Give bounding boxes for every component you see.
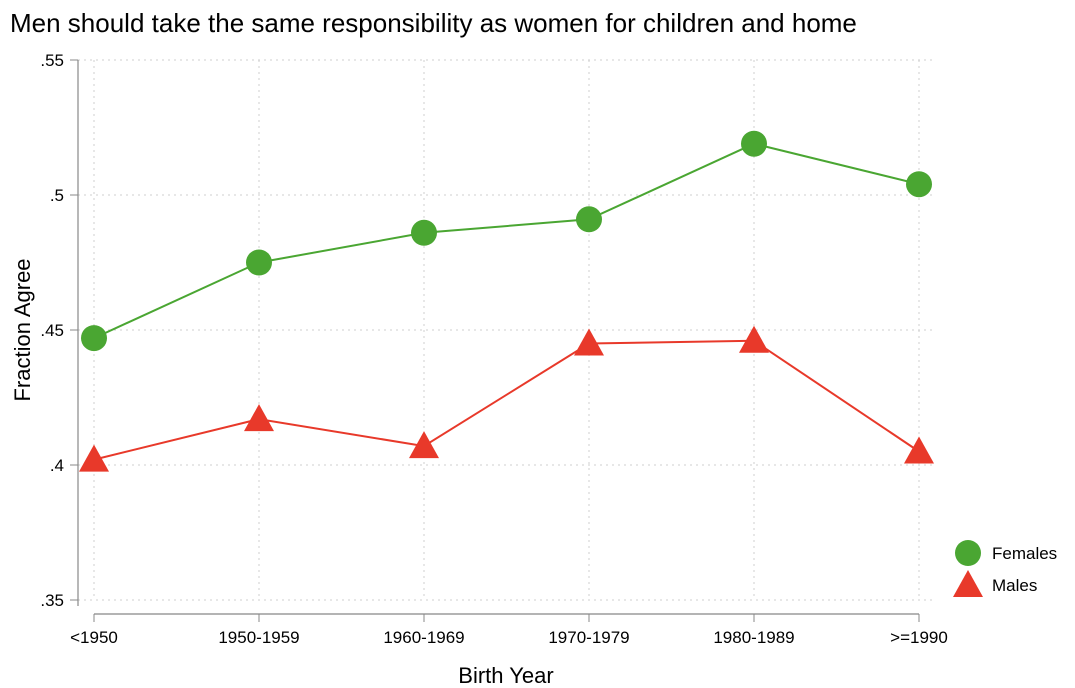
legend-marker-females (955, 540, 981, 566)
x-tick-label: 1960-1969 (383, 628, 464, 647)
x-axis-ticks: <1950 1950-1959 1960-1969 1970-1979 1980-198… (70, 614, 948, 647)
legend: Females Males (953, 540, 1057, 597)
x-tick-label: <1950 (70, 628, 118, 647)
data-point-females (576, 206, 602, 233)
data-point-females (906, 171, 932, 198)
grid (78, 59, 935, 601)
y-tick-label: .55 (40, 51, 64, 70)
data-point-females (741, 130, 767, 157)
x-axis-title: Birth Year (458, 663, 553, 688)
x-tick-label: 1980-1989 (713, 628, 794, 647)
data-point-males (574, 328, 604, 356)
data-point-males (739, 325, 769, 353)
legend-marker-males (953, 570, 983, 597)
chart-title: Men should take the same responsibility … (10, 8, 857, 38)
data-point-females (246, 249, 272, 276)
data-point-males (79, 444, 109, 472)
series-line-females (93, 142, 920, 340)
y-tick-label: .45 (40, 321, 64, 340)
y-axis-title: Fraction Agree (10, 258, 35, 401)
y-tick-label: .4 (50, 456, 64, 475)
series-layer (79, 130, 934, 472)
data-point-males (409, 431, 439, 459)
series-males (79, 325, 934, 472)
x-tick-label: >=1990 (890, 628, 948, 647)
axes (77, 60, 919, 615)
legend-label-males: Males (992, 576, 1037, 595)
y-tick-label: .35 (40, 591, 64, 610)
data-point-females (411, 219, 437, 246)
series-line-males (93, 339, 920, 461)
y-tick-label: .5 (50, 186, 64, 205)
x-tick-label: 1950-1959 (218, 628, 299, 647)
x-tick-label: 1970-1979 (548, 628, 629, 647)
y-axis-ticks: .35 .4 .45 .5 .55 (40, 51, 78, 610)
legend-label-females: Females (992, 544, 1057, 563)
data-point-males (244, 404, 274, 432)
data-point-males (904, 436, 934, 464)
series-females (81, 130, 932, 352)
data-point-females (81, 325, 107, 352)
